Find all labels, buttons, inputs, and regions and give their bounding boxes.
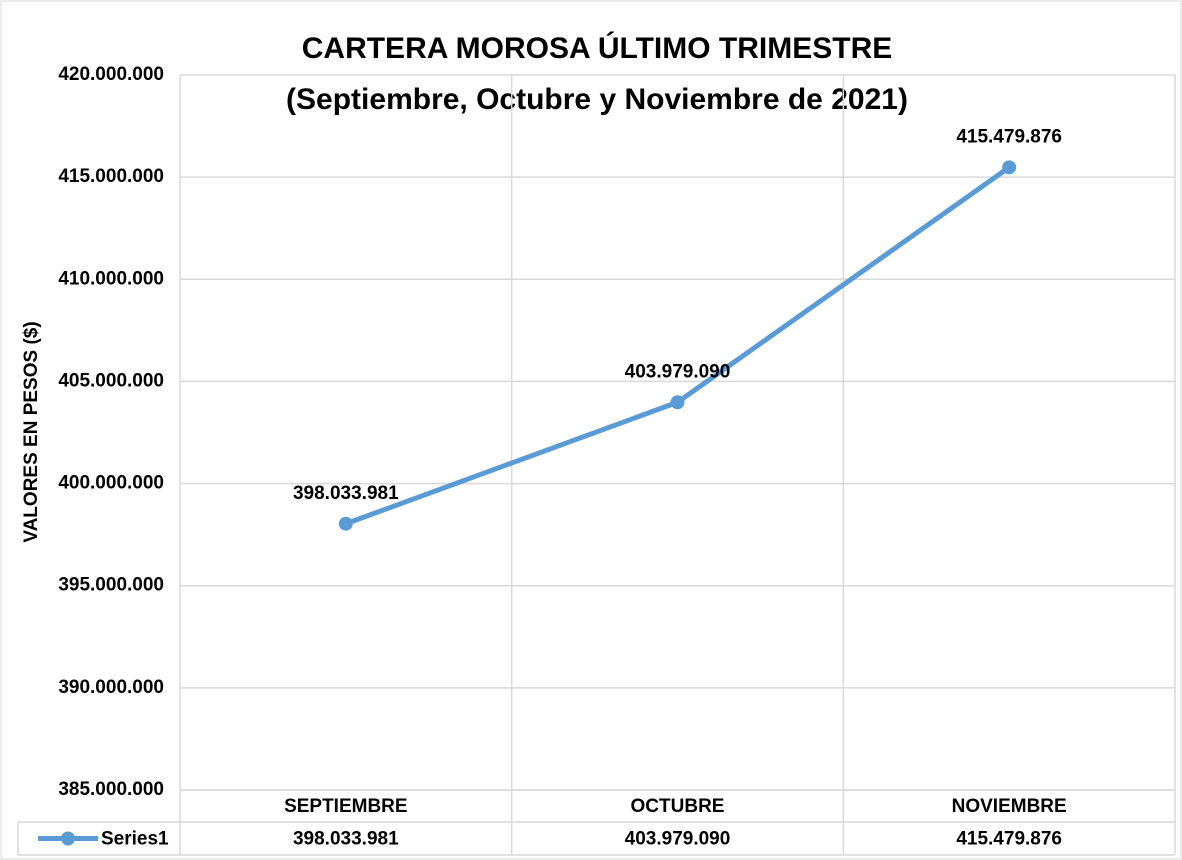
point [670,395,685,410]
y-tick-label: 415.000.000 [58,166,164,187]
x-tick-label: SEPTIEMBRE [284,796,408,817]
y-tick-label: 385.000.000 [58,779,164,800]
point [338,516,353,531]
y-tick-label: 390.000.000 [58,677,164,698]
y-axis-label: VALORES EN PESOS ($) [21,321,42,542]
data-label: 398.033.981 [293,483,399,504]
y-tick-label: 405.000.000 [58,370,164,391]
data-label: 403.979.090 [625,361,731,382]
chart-subtitle: (Septiembre, Octubre y Noviembre de 2021… [286,83,908,116]
x-tick-label: OCTUBRE [631,796,725,817]
table-value: 398.033.981 [293,829,399,850]
legend-marker [61,831,75,846]
y-tick-label: 410.000.000 [58,268,164,289]
data-label: 415.479.876 [956,126,1062,147]
legend-label: Series1 [101,829,169,850]
table-value: 403.979.090 [625,829,731,850]
y-tick-label: 420.000.000 [58,64,164,85]
point [1002,160,1017,175]
table-value: 415.479.876 [956,829,1062,850]
y-tick-label: 400.000.000 [58,473,164,494]
chart-title: CARTERA MOROSA ÚLTIMO TRIMESTRE [302,31,893,65]
x-tick-label: NOVIEMBRE [952,796,1067,817]
y-tick-label: 395.000.000 [58,575,164,596]
